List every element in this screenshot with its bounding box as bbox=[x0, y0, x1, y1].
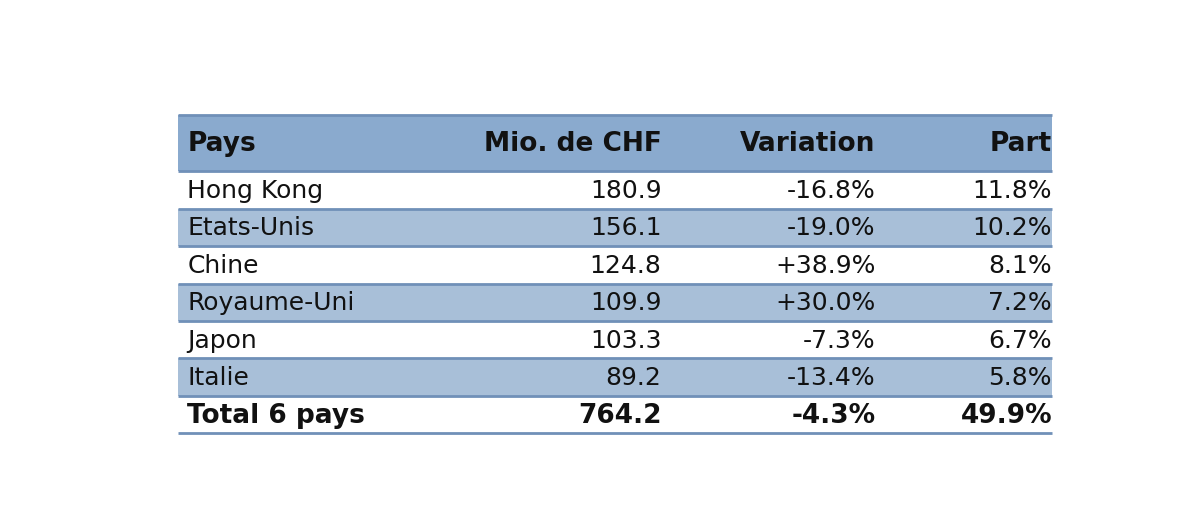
Text: 156.1: 156.1 bbox=[590, 216, 661, 240]
Text: 5.8%: 5.8% bbox=[989, 365, 1052, 389]
Text: +38.9%: +38.9% bbox=[775, 253, 876, 277]
Text: Part: Part bbox=[990, 131, 1052, 157]
Text: 6.7%: 6.7% bbox=[989, 328, 1052, 352]
Text: -4.3%: -4.3% bbox=[791, 402, 876, 428]
Text: Royaume-Uni: Royaume-Uni bbox=[187, 291, 354, 315]
Text: 49.9%: 49.9% bbox=[960, 402, 1052, 428]
Text: 103.3: 103.3 bbox=[590, 328, 661, 352]
Text: 8.1%: 8.1% bbox=[989, 253, 1052, 277]
Text: Hong Kong: Hong Kong bbox=[187, 179, 323, 203]
Text: -16.8%: -16.8% bbox=[787, 179, 876, 203]
Text: 10.2%: 10.2% bbox=[972, 216, 1052, 240]
Text: 7.2%: 7.2% bbox=[989, 291, 1052, 315]
Text: Italie: Italie bbox=[187, 365, 250, 389]
Text: Variation: Variation bbox=[740, 131, 876, 157]
Text: 109.9: 109.9 bbox=[590, 291, 661, 315]
Bar bbox=[178, 284, 1052, 321]
Bar bbox=[178, 172, 1052, 209]
Bar bbox=[178, 209, 1052, 247]
Text: -7.3%: -7.3% bbox=[803, 328, 876, 352]
Bar bbox=[178, 321, 1052, 359]
Bar bbox=[178, 359, 1052, 396]
Text: 11.8%: 11.8% bbox=[972, 179, 1052, 203]
Text: Total 6 pays: Total 6 pays bbox=[187, 402, 365, 428]
Text: 764.2: 764.2 bbox=[578, 402, 661, 428]
Bar bbox=[178, 247, 1052, 284]
Bar bbox=[178, 396, 1052, 434]
Text: Etats-Unis: Etats-Unis bbox=[187, 216, 314, 240]
Text: Pays: Pays bbox=[187, 131, 256, 157]
Text: 180.9: 180.9 bbox=[590, 179, 661, 203]
Text: -13.4%: -13.4% bbox=[787, 365, 876, 389]
Text: Japon: Japon bbox=[187, 328, 257, 352]
Text: +30.0%: +30.0% bbox=[775, 291, 876, 315]
Text: Mio. de CHF: Mio. de CHF bbox=[484, 131, 661, 157]
Text: -19.0%: -19.0% bbox=[787, 216, 876, 240]
Text: 124.8: 124.8 bbox=[589, 253, 661, 277]
Text: Chine: Chine bbox=[187, 253, 259, 277]
Bar bbox=[178, 116, 1052, 172]
Text: 89.2: 89.2 bbox=[606, 365, 661, 389]
